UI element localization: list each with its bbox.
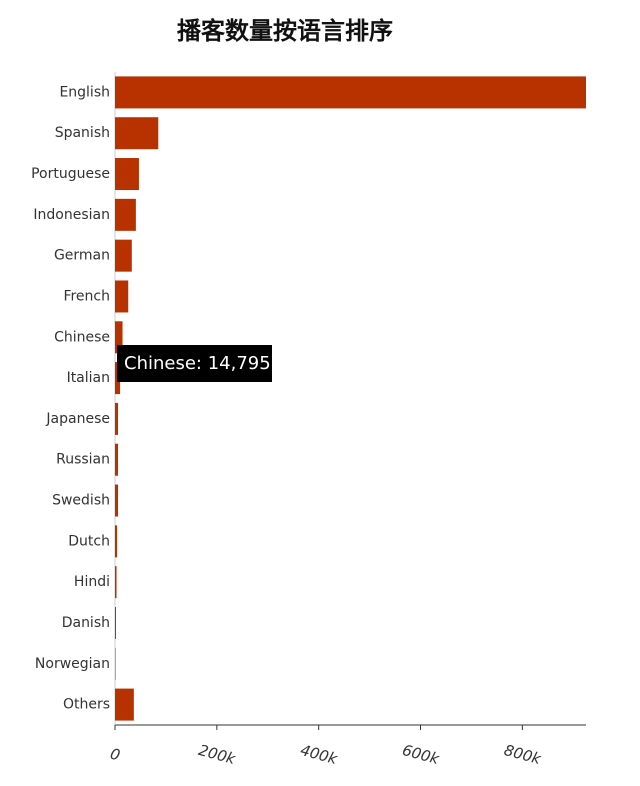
y-tick-label: Hindi	[74, 574, 110, 590]
bar	[115, 647, 116, 680]
y-tick-label: Portuguese	[31, 166, 110, 182]
bar	[115, 76, 586, 109]
bar	[115, 280, 129, 313]
bar	[115, 566, 117, 599]
bar	[115, 443, 119, 476]
tooltip-box	[117, 345, 272, 382]
y-tick-label: Swedish	[52, 493, 110, 509]
tooltip-text: Chinese: 14,795	[124, 353, 271, 374]
y-tick-label: Russian	[56, 452, 110, 468]
bar	[115, 688, 134, 721]
y-tick-label: English	[59, 84, 110, 100]
bar	[115, 525, 118, 558]
y-tick-label: German	[54, 248, 110, 264]
y-tick-label: Spanish	[55, 125, 110, 141]
y-tick-label: Dutch	[68, 533, 110, 549]
y-tick-label: Danish	[62, 615, 110, 631]
y-tick-label: Others	[63, 697, 110, 713]
tooltip: Chinese: 14,795	[117, 345, 272, 382]
bar	[115, 321, 123, 354]
bar	[115, 198, 136, 231]
y-tick-label: French	[63, 288, 110, 304]
bar	[115, 158, 139, 191]
bar	[115, 117, 159, 150]
y-tick-label: Norwegian	[35, 656, 110, 672]
bar	[115, 239, 132, 272]
y-tick-label: Indonesian	[33, 207, 110, 223]
y-tick-label: Japanese	[45, 411, 110, 427]
y-tick-label: Italian	[67, 370, 110, 386]
bar	[115, 484, 119, 517]
chart-title: 播客数量按语言排序	[177, 17, 393, 45]
y-tick-label: Chinese	[54, 329, 110, 345]
x-tick-label: 0	[108, 745, 122, 765]
bar	[115, 402, 119, 435]
bar	[115, 606, 117, 639]
